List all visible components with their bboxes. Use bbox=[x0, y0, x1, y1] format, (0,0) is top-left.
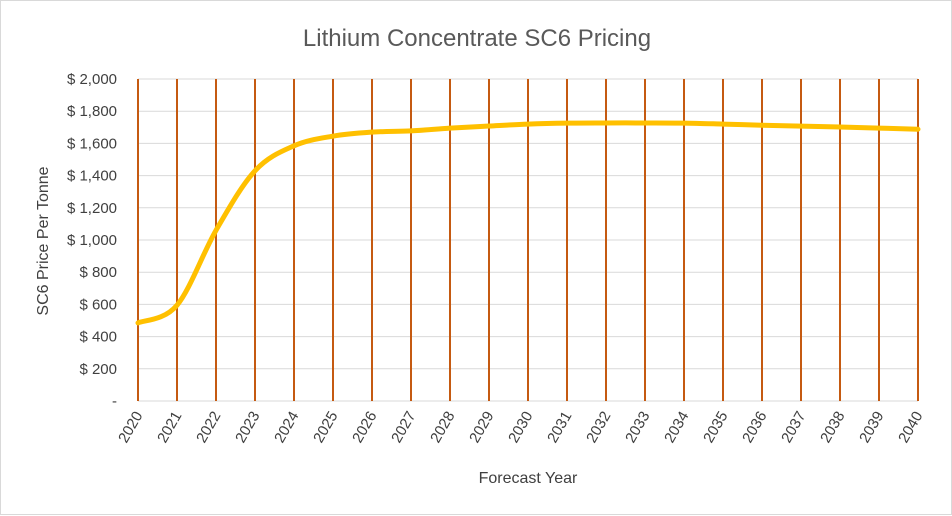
y-tick-label: $ 2,000 bbox=[67, 71, 117, 88]
x-tick-label: 2039 bbox=[856, 409, 887, 446]
x-tick-label: 2029 bbox=[466, 409, 497, 446]
x-tick-label: 2034 bbox=[661, 409, 692, 446]
chart-title: Lithium Concentrate SC6 Pricing bbox=[303, 25, 651, 52]
y-tick-label: $ 800 bbox=[79, 264, 117, 281]
y-tick-label: $ 400 bbox=[79, 329, 117, 346]
y-tick-label: - bbox=[112, 393, 117, 410]
x-tick-label: 2024 bbox=[271, 409, 302, 446]
x-axis-ticks: 2020 2021 2022 2023 2024 2025 2026 2027 2028 2029… bbox=[115, 409, 926, 446]
x-tick-label: 2025 bbox=[310, 409, 341, 446]
x-tick-label: 2020 bbox=[115, 409, 146, 446]
x-tick-label: 2021 bbox=[154, 409, 185, 446]
y-tick-label: $ 1,000 bbox=[67, 232, 117, 249]
x-tick-label: 2026 bbox=[349, 409, 380, 446]
y-tick-label: $ 1,200 bbox=[67, 200, 117, 217]
x-tick-label: 2032 bbox=[583, 409, 614, 446]
y-tick-label: $ 1,600 bbox=[67, 135, 117, 152]
x-tick-label: 2022 bbox=[193, 409, 224, 446]
x-tick-label: 2030 bbox=[505, 409, 536, 446]
x-tick-label: 2027 bbox=[388, 409, 419, 446]
x-tick-label: 2038 bbox=[817, 409, 848, 446]
x-tick-label: 2037 bbox=[778, 409, 809, 446]
y-tick-label: $ 1,800 bbox=[67, 103, 117, 120]
y-tick-label: $ 1,400 bbox=[67, 168, 117, 185]
x-tick-label: 2040 bbox=[895, 409, 926, 446]
x-tick-label: 2028 bbox=[427, 409, 458, 446]
x-tick-label: 2033 bbox=[622, 409, 653, 446]
y-tick-label: $ 200 bbox=[79, 361, 117, 378]
x-tick-label: 2023 bbox=[232, 409, 263, 446]
y-axis-ticks: - $ 200 $ 400 $ 600 $ 800 $ 1,000 $ 1,200 $ 1,4… bbox=[67, 71, 117, 410]
x-tick-label: 2035 bbox=[700, 409, 731, 446]
x-tick-label: 2036 bbox=[739, 409, 770, 446]
y-tick-label: $ 600 bbox=[79, 296, 117, 313]
x-axis-label: Forecast Year bbox=[479, 470, 578, 487]
y-axis-label: SC6 Price Per Tonne bbox=[35, 166, 52, 315]
x-tick-label: 2031 bbox=[544, 409, 575, 446]
